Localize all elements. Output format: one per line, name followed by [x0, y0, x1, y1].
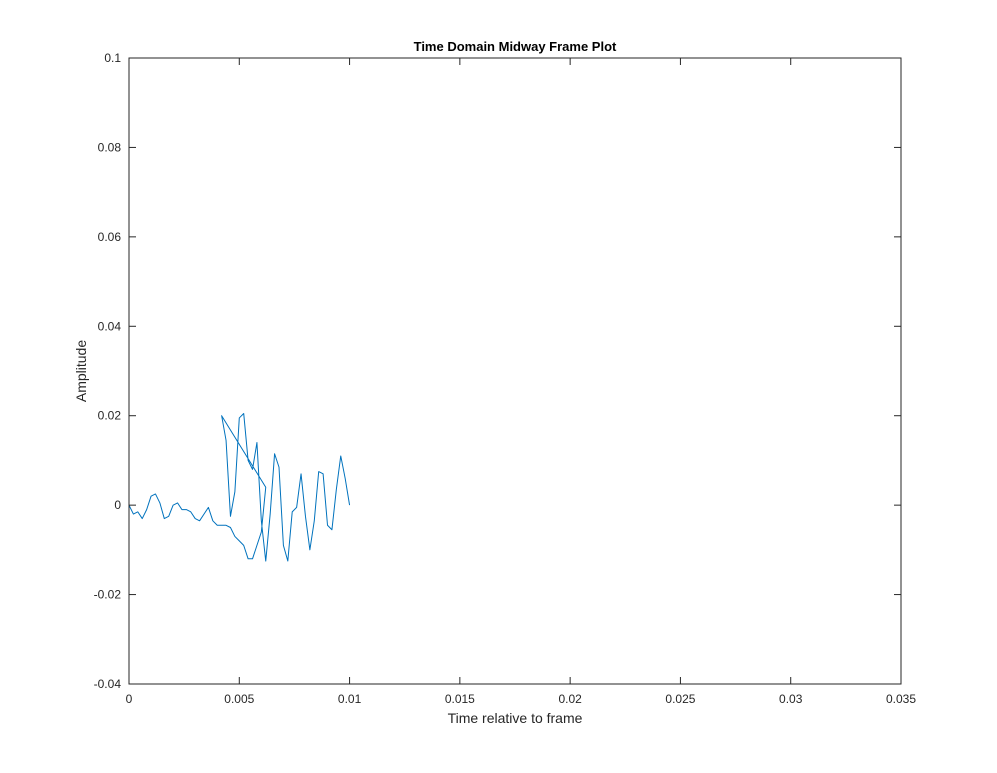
x-tick-label: 0.03 [779, 692, 803, 706]
y-tick-label: 0.06 [98, 230, 122, 244]
x-tick-label: 0.015 [445, 692, 475, 706]
y-tick-label: -0.02 [94, 588, 122, 602]
y-tick-label: 0.08 [98, 140, 122, 154]
y-tick-label: 0.04 [98, 319, 122, 333]
series-layer [128, 412, 351, 562]
x-tick-label: 0.005 [224, 692, 254, 706]
x-tick-label: 0.025 [665, 692, 695, 706]
x-axis-label: Time relative to frame [448, 710, 583, 726]
y-axis-label: Amplitude [73, 340, 89, 402]
x-tick-label: 0.01 [338, 692, 362, 706]
chart-title: Time Domain Midway Frame Plot [414, 39, 617, 54]
x-tick-label: 0.035 [886, 692, 916, 706]
x-axis-ticks: 0 0.005 0.01 0.015 0.02 0.025 0.03 0.035 [126, 58, 916, 706]
y-axis-ticks: -0.04 -0.02 0 0.02 0.04 0.06 0.08 0.1 [94, 51, 901, 691]
x-tick-label: 0.02 [558, 692, 582, 706]
axes-box [128, 57, 902, 685]
y-tick-label: 0.1 [104, 51, 121, 65]
y-tick-label: -0.04 [94, 677, 122, 691]
x-tick-label: 0 [126, 692, 133, 706]
plot-area-background [129, 58, 901, 684]
series-line [128, 412, 351, 562]
y-tick-label: 0 [114, 498, 121, 512]
y-tick-label: 0.02 [98, 409, 122, 423]
